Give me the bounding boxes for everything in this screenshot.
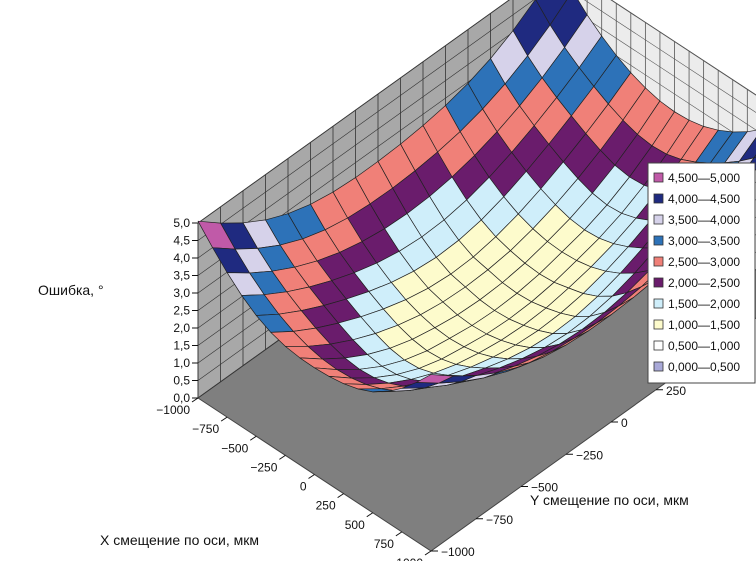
y-axis-label: Y смещение по оси, мкм: [530, 492, 689, 508]
y-tick-label: 0: [621, 416, 628, 430]
legend-label: 4,500—5,000: [668, 171, 740, 185]
z-tick-label: 0,0: [173, 391, 190, 405]
x-tick-label: 1000: [396, 556, 423, 561]
x-tick-label: −500: [221, 441, 248, 455]
x-tick-label: −250: [250, 460, 277, 474]
legend-swatch: [653, 277, 664, 288]
legend-swatch: [653, 298, 664, 309]
surface-plot: [197, 0, 756, 393]
x-axis-label: X смещение по оси, мкм: [100, 532, 259, 548]
legend-swatch: [653, 193, 664, 204]
x-tick-mark: [249, 435, 257, 441]
x-tick-label: 250: [316, 499, 336, 513]
z-tick-label: 3,5: [173, 269, 190, 283]
y-tick-label: −1000: [441, 545, 475, 559]
x-tick-label: −750: [192, 422, 219, 436]
legend-swatch: [653, 319, 664, 330]
legend-swatch: [653, 361, 664, 372]
x-tick-label: 500: [345, 518, 365, 532]
legend-label: 3,500—4,000: [668, 213, 740, 227]
z-tick-label: 1,5: [173, 339, 190, 353]
legend: 4,500—5,000 4,000—4,500 3,500—4,000 3,000—3…: [647, 162, 756, 384]
x-tick-mark: [337, 493, 344, 499]
left-wall-gridline: [197, 0, 535, 241]
x-tick-mark: [220, 416, 228, 422]
x-tick-label: 750: [374, 537, 394, 551]
z-tick-label: 4,5: [173, 234, 190, 248]
z-axis-label: Ошибка, °: [38, 282, 104, 298]
legend-swatch: [653, 172, 664, 183]
y-tick-label: −750: [486, 513, 513, 527]
left-wall-gridline: [197, 0, 559, 259]
left-wall-gridline: [197, 0, 510, 224]
x-tick-label: −1000: [156, 403, 190, 417]
z-tick-label: 5,0: [173, 216, 190, 230]
y-tick-label: −250: [576, 448, 603, 462]
x-tick-mark: [424, 550, 432, 556]
z-tick-label: 0,5: [173, 374, 190, 388]
y-tick-label: 250: [666, 384, 686, 398]
legend-swatch: [653, 235, 664, 246]
x-tick-mark: [395, 531, 403, 537]
z-tick-label: 1,0: [173, 356, 190, 370]
z-tick-label: 4,0: [173, 251, 190, 265]
legend-swatch: [653, 256, 664, 267]
x-tick-mark: [191, 397, 199, 403]
legend-label: 2,500—3,000: [668, 255, 740, 269]
surface-cell: [416, 374, 454, 384]
legend-label: 2,000—2,500: [668, 276, 740, 290]
legend-box: [647, 162, 756, 384]
x-tick-mark: [279, 454, 286, 460]
legend-label: 1,500—2,000: [668, 297, 740, 311]
z-tick-label: 2,0: [173, 321, 190, 335]
z-tick-label: 2,5: [173, 304, 190, 318]
legend-label: 1,000—1,500: [668, 318, 740, 332]
legend-label: 3,000—3,500: [668, 234, 740, 248]
legend-swatch: [653, 214, 664, 225]
legend-label: 0,500—1,000: [668, 339, 740, 353]
x-tick-label: 0: [300, 480, 307, 494]
x-tick-mark: [308, 474, 315, 479]
legend-label: 4,000—4,500: [668, 192, 740, 206]
legend-swatch: [653, 340, 664, 351]
x-tick-mark: [366, 512, 374, 518]
y-tick-label: −500: [531, 481, 558, 495]
z-tick-label: 3,0: [173, 286, 190, 300]
legend-label: 0,000—0,500: [668, 360, 740, 374]
